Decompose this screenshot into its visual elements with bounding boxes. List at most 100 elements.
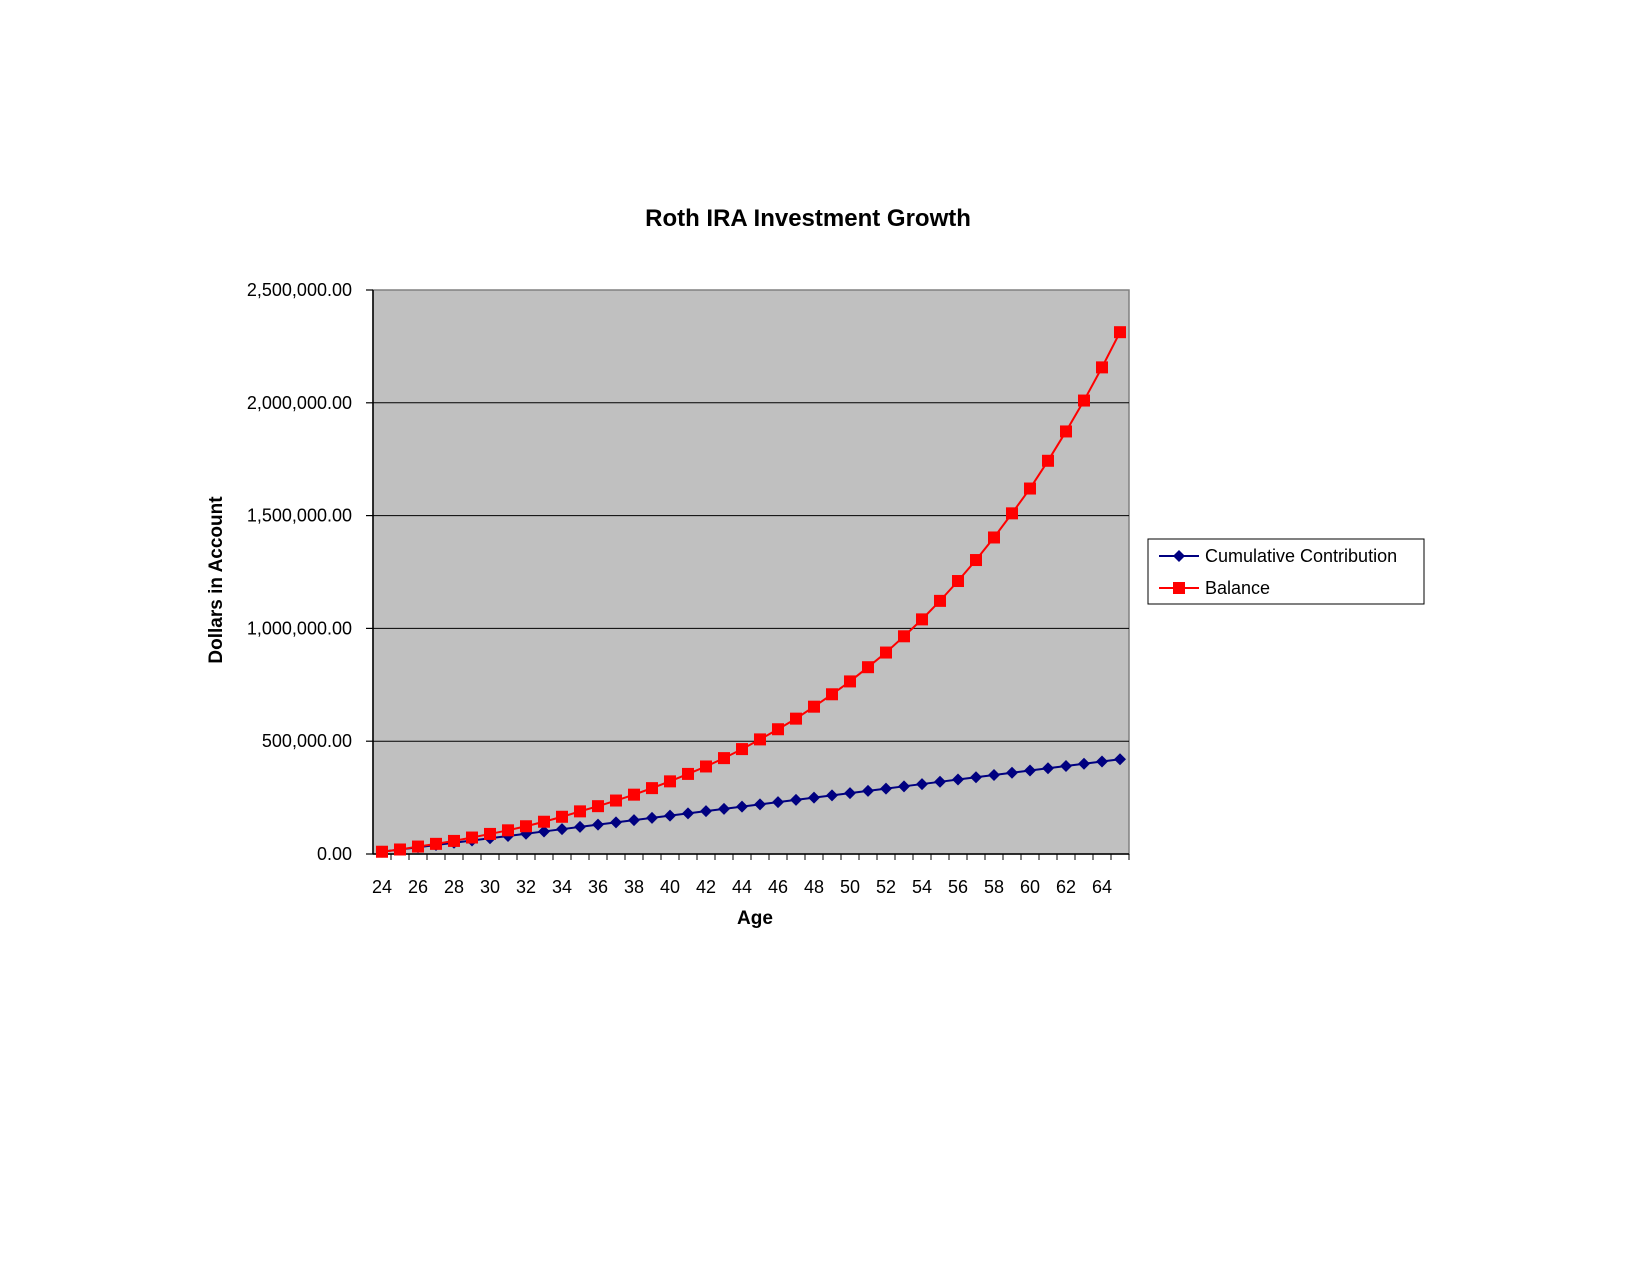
legend-item: Cumulative Contribution — [1159, 546, 1397, 566]
legend-marker — [1173, 550, 1185, 562]
data-point — [934, 775, 946, 788]
data-point — [718, 752, 730, 765]
x-tick-label: 52 — [876, 877, 896, 897]
data-point — [880, 646, 892, 659]
data-point — [700, 760, 712, 773]
data-point — [682, 767, 694, 780]
x-tick-label: 56 — [948, 877, 968, 897]
data-point — [394, 843, 406, 856]
data-point — [1006, 766, 1018, 779]
data-point — [988, 769, 1000, 782]
x-tick-label: 62 — [1056, 877, 1076, 897]
series-layer — [376, 326, 1126, 858]
x-tick-label: 46 — [768, 877, 788, 897]
x-tick-label: 58 — [984, 877, 1004, 897]
data-point — [502, 824, 514, 837]
x-axis-title: Age — [737, 908, 773, 929]
data-point — [988, 531, 1000, 544]
x-tick-label: 26 — [408, 877, 428, 897]
data-point — [484, 827, 496, 840]
data-point — [556, 823, 568, 836]
x-tick-label: 34 — [552, 877, 572, 897]
data-point — [376, 845, 388, 858]
data-point — [970, 771, 982, 784]
y-tick-label: 1,000,000.00 — [247, 618, 352, 638]
data-point — [880, 782, 892, 795]
data-point — [1042, 454, 1054, 467]
data-point — [1078, 394, 1090, 407]
data-point — [574, 805, 586, 818]
data-point — [826, 688, 838, 701]
data-point — [520, 820, 532, 833]
data-point — [772, 723, 784, 736]
plot-area — [372, 289, 1130, 855]
chart-title: Roth IRA Investment Growth — [645, 205, 971, 232]
data-point — [1042, 762, 1054, 775]
data-point — [1096, 361, 1108, 374]
data-point — [826, 789, 838, 802]
data-point — [646, 782, 658, 795]
x-tick-label: 36 — [588, 877, 608, 897]
gridlines — [373, 402, 1129, 742]
data-point — [592, 800, 604, 813]
data-point — [1096, 755, 1108, 768]
data-point — [862, 661, 874, 674]
x-axis-ticks: 24 26 28 30 32 34 36 38 40 42 44 46 48 50 52 54 56 58 60 62… — [372, 854, 1130, 897]
data-point — [916, 613, 928, 626]
data-point — [844, 787, 856, 800]
data-point — [754, 733, 766, 746]
data-point — [610, 794, 622, 807]
data-point — [664, 775, 676, 788]
data-point — [736, 800, 748, 813]
data-point — [808, 700, 820, 713]
legend-marker — [1173, 582, 1185, 594]
legend-item: Balance — [1159, 578, 1270, 598]
data-point — [574, 820, 586, 833]
series-1 — [376, 326, 1126, 858]
data-point — [1114, 326, 1126, 339]
data-point — [538, 825, 550, 838]
data-point — [808, 791, 820, 804]
legend-label: Balance — [1205, 578, 1270, 598]
data-point — [466, 831, 478, 844]
legend: Cumulative Contribution Balance — [1147, 538, 1425, 605]
x-tick-label: 30 — [480, 877, 500, 897]
y-axis-title: Dollars in Account — [206, 496, 227, 664]
y-tick-label: 1,500,000.00 — [247, 506, 352, 526]
data-point — [1078, 757, 1090, 770]
data-point — [556, 810, 568, 823]
data-point — [772, 796, 784, 809]
data-point — [736, 743, 748, 756]
data-point — [628, 814, 640, 827]
data-point — [700, 805, 712, 818]
x-tick-label: 24 — [372, 877, 392, 897]
data-point — [754, 798, 766, 811]
data-point — [916, 778, 928, 791]
data-point — [952, 575, 964, 588]
y-tick-label: 500,000.00 — [262, 731, 352, 751]
data-point — [1024, 764, 1036, 777]
x-tick-label: 42 — [696, 877, 716, 897]
data-point — [862, 784, 874, 797]
data-point — [952, 773, 964, 786]
data-point — [790, 793, 802, 806]
data-point — [448, 834, 460, 847]
data-point — [1114, 753, 1126, 766]
data-point — [646, 811, 658, 824]
data-point — [718, 802, 730, 815]
x-tick-label: 32 — [516, 877, 536, 897]
y-tick-label: 2,500,000.00 — [247, 280, 352, 300]
data-point — [664, 809, 676, 822]
data-point — [538, 815, 550, 828]
x-tick-label: 50 — [840, 877, 860, 897]
x-tick-label: 28 — [444, 877, 464, 897]
data-point — [682, 807, 694, 820]
data-point — [628, 788, 640, 801]
data-point — [844, 675, 856, 688]
data-point — [610, 816, 622, 829]
x-tick-label: 44 — [732, 877, 752, 897]
data-point — [898, 780, 910, 793]
legend-label: Cumulative Contribution — [1205, 546, 1397, 566]
x-tick-label: 64 — [1092, 877, 1112, 897]
x-tick-label: 48 — [804, 877, 824, 897]
